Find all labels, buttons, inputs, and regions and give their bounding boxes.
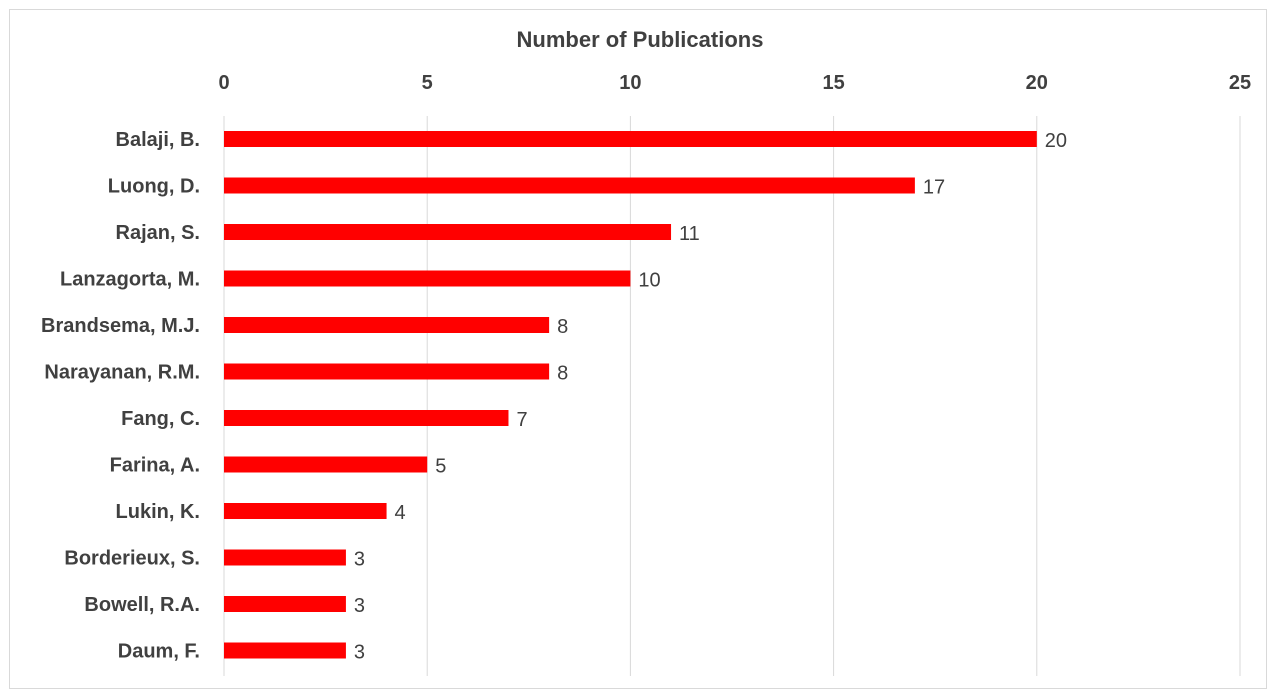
data-label: 20 — [1045, 130, 1067, 152]
x-tick-label: 20 — [1026, 72, 1048, 94]
category-label: Farina, A. — [110, 455, 200, 477]
data-label: 8 — [557, 316, 568, 338]
category-labels: Balaji, B. Luong, D. Rajan, S. Lanzagorta, … — [41, 129, 200, 663]
data-labels: 20 17 11 10 8 8 7 5 4 3 3 3 — [354, 130, 1067, 664]
x-tick-label: 5 — [422, 72, 433, 94]
bar — [224, 317, 550, 333]
category-label: Balaji, B. — [116, 129, 200, 151]
category-label: Lukin, K. — [116, 501, 200, 523]
category-label: Rajan, S. — [116, 222, 200, 244]
x-tick-label: 25 — [1229, 72, 1251, 94]
bar — [224, 270, 631, 287]
bar — [224, 224, 672, 240]
data-label: 5 — [435, 456, 446, 478]
category-label: Narayanan, R.M. — [44, 362, 200, 384]
data-label: 8 — [557, 363, 568, 385]
bar — [224, 456, 428, 473]
bar — [224, 596, 346, 612]
x-tick-label: 10 — [619, 72, 641, 94]
data-label: 17 — [923, 177, 945, 199]
x-tick-label: 0 — [218, 72, 229, 94]
chart-title: Number of Publications — [517, 27, 764, 52]
data-label: 4 — [395, 502, 406, 524]
data-label: 3 — [354, 549, 365, 571]
category-label: Bowell, R.A. — [84, 594, 200, 616]
bars — [224, 131, 1037, 659]
category-label: Lanzagorta, M. — [60, 269, 200, 291]
category-label: Borderieux, S. — [64, 548, 200, 570]
data-label: 3 — [354, 642, 365, 664]
bar — [224, 177, 915, 194]
data-label: 10 — [638, 270, 660, 292]
chart-frame — [9, 9, 1267, 689]
data-label: 7 — [516, 409, 527, 431]
bar — [224, 549, 346, 566]
x-tick-label: 15 — [822, 72, 844, 94]
bar — [224, 503, 387, 519]
bar — [224, 642, 346, 659]
category-label: Fang, C. — [121, 408, 200, 430]
category-label: Brandsema, M.J. — [41, 315, 200, 337]
data-label: 3 — [354, 595, 365, 617]
bar — [224, 410, 509, 426]
x-axis-ticks: 0 5 10 15 20 25 — [218, 72, 1251, 94]
category-label: Luong, D. — [108, 176, 200, 198]
category-label: Daum, F. — [118, 641, 200, 663]
gridlines — [223, 116, 1241, 676]
bar — [224, 363, 550, 380]
data-label: 11 — [679, 223, 700, 245]
bar — [224, 131, 1037, 147]
